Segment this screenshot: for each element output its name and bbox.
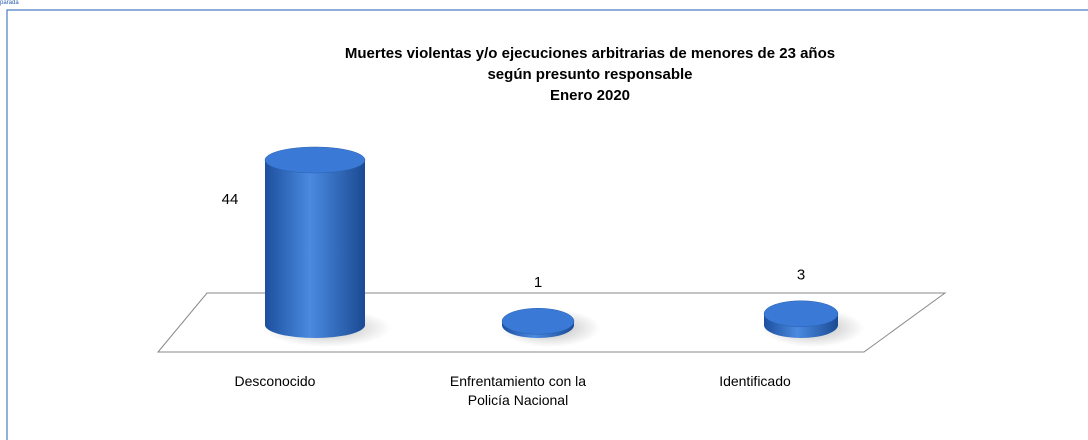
- value-label: 44: [222, 191, 239, 208]
- bar-top: [501, 308, 575, 335]
- bar-top: [264, 146, 366, 174]
- bar-top: [763, 300, 839, 327]
- chart-title: Enero 2020: [549, 87, 631, 104]
- chart-title: según presunto responsable: [487, 66, 693, 83]
- x-tick-label: Identificado: [719, 373, 791, 389]
- frame: [6, 9, 1088, 440]
- value-label: 3: [797, 267, 805, 284]
- bar: [265, 160, 365, 338]
- chart-title: Muertes violentas y/o ejecuciones arbitr…: [344, 45, 836, 62]
- corner-label: parada: [0, 0, 19, 6]
- value-label: 1: [534, 274, 542, 291]
- x-tick-label: Desconocido: [234, 373, 316, 389]
- x-tick-label: Enfrentamiento con la Policía Nacional: [449, 373, 587, 408]
